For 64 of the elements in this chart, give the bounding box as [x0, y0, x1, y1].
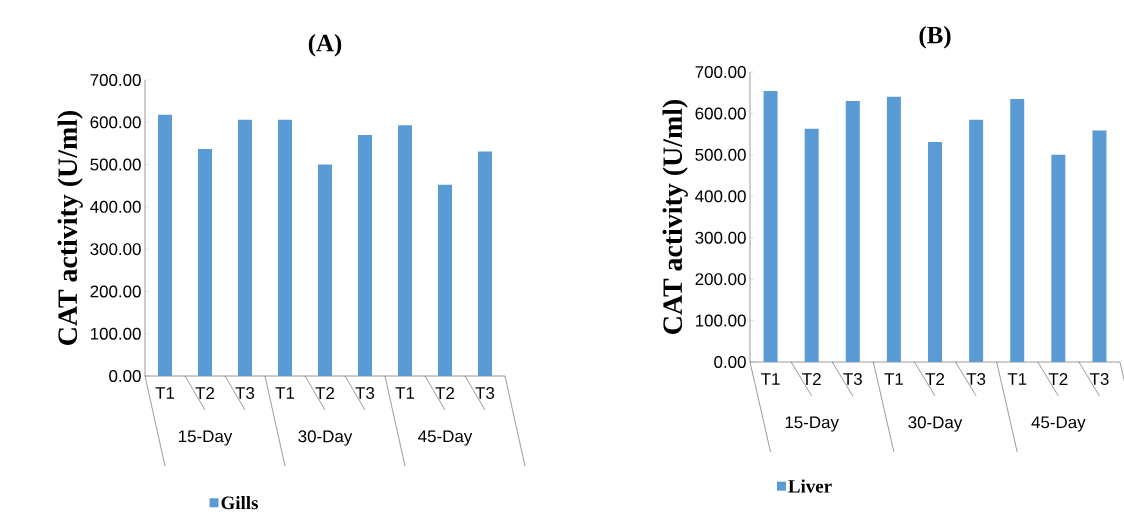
text: 45-Day	[1031, 416, 1086, 432]
bar	[478, 151, 492, 376]
bar	[238, 119, 252, 376]
x-tick-label: T2	[435, 387, 455, 399]
y-tick-label: 500.00	[695, 148, 746, 161]
x-tick-label: T3	[475, 387, 495, 399]
bar	[318, 164, 332, 376]
chart-title: (A)	[308, 33, 342, 57]
legend-label: Gills	[221, 495, 258, 510]
y-tick-label: 100.00	[695, 314, 746, 327]
y-tick-label: 200.00	[90, 285, 141, 298]
x-tick-label: T1	[395, 387, 415, 399]
x-tick-label: T2	[925, 373, 945, 385]
y-tick-label: 300.00	[90, 243, 141, 256]
y-tick-label: 0.00	[714, 356, 746, 368]
bar	[804, 128, 819, 362]
x-tick-label: T1	[155, 387, 175, 399]
bar	[969, 119, 984, 362]
y-tick-label: 700.00	[695, 66, 746, 78]
x-tick-label: T1	[761, 373, 780, 385]
x-tick-label: T3	[355, 387, 375, 399]
x-tick-label: T1	[884, 373, 903, 385]
text: 15-Day	[179, 430, 233, 446]
y-tick-label: 400.00	[695, 190, 746, 203]
bar	[1010, 98, 1025, 362]
y-tick-label: 200.00	[695, 273, 746, 286]
bar	[1051, 154, 1066, 362]
legend-label: Liver	[788, 479, 832, 493]
x-tick-label: T3	[1089, 373, 1109, 385]
y-tick-label: 500.00	[90, 158, 141, 171]
x-tick-label: T3	[843, 373, 862, 385]
bar	[398, 125, 412, 376]
bar	[886, 96, 901, 362]
x-tick-label: T1	[275, 387, 295, 399]
text: 30-Day	[298, 430, 353, 446]
y-tick-label: 600.00	[90, 116, 141, 129]
x-tick-label: T2	[802, 373, 821, 385]
y-tick-label: 600.00	[695, 107, 746, 120]
bar	[763, 91, 778, 362]
bar	[1092, 130, 1107, 362]
x-tick-label: T3	[966, 373, 986, 385]
bar	[928, 142, 943, 362]
text: 45-Day	[418, 430, 473, 446]
bar	[845, 101, 860, 362]
bar	[438, 184, 452, 376]
x-tick-label: T2	[1048, 373, 1068, 385]
bar	[158, 114, 172, 376]
x-tick-label: T2	[315, 387, 335, 399]
text: 15-Day	[785, 416, 839, 432]
y-tick-label: 100.00	[90, 327, 141, 340]
y-tick-label: 0.00	[109, 370, 141, 382]
text: 30-Day	[908, 416, 963, 432]
chart-title: (B)	[919, 25, 951, 49]
x-tick-label: T2	[195, 387, 215, 399]
y-axis-title: CAT activity (U/ml)	[662, 99, 688, 334]
bar	[358, 134, 372, 376]
y-tick-label: 400.00	[90, 200, 141, 213]
y-axis-title: CAT activity (U/ml)	[57, 110, 83, 345]
x-tick-label: T1	[1007, 373, 1027, 385]
bar	[278, 119, 292, 376]
bar	[198, 148, 212, 376]
y-tick-label: 700.00	[90, 74, 141, 86]
y-tick-label: 300.00	[695, 231, 746, 244]
x-tick-label: T3	[235, 387, 255, 399]
